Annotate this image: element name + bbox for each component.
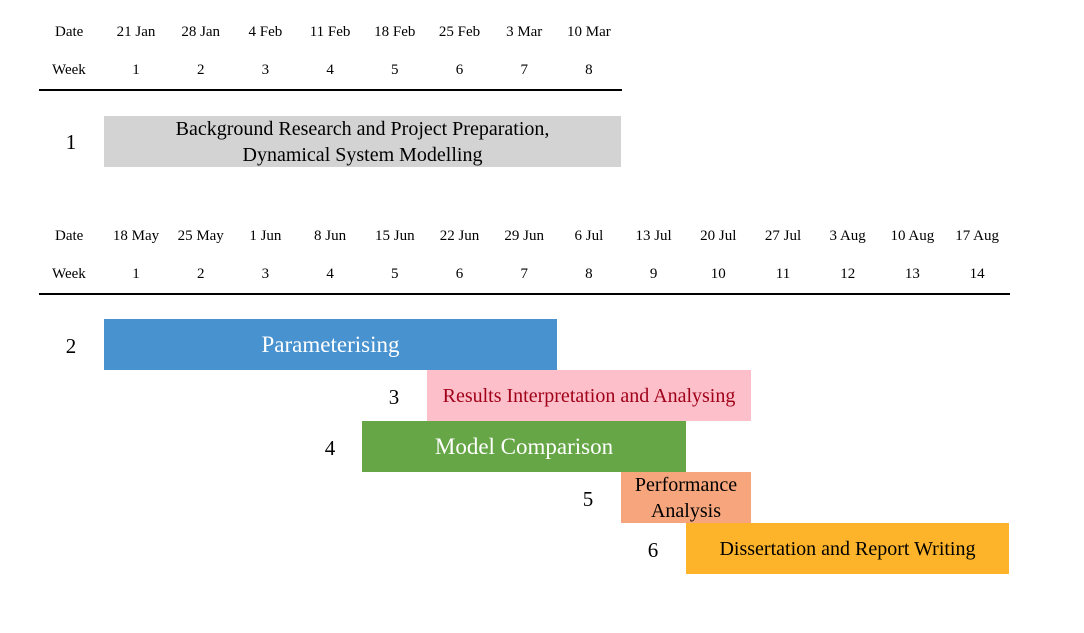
header-cell: 3 Mar xyxy=(506,24,543,40)
header-cell: 11 xyxy=(775,266,791,282)
header-cell: 8 xyxy=(585,266,593,282)
task-label-line: Background Research and Project Preparat… xyxy=(175,117,550,140)
header-cell: 8 xyxy=(585,62,593,78)
date-row-label: Date xyxy=(55,24,84,40)
header-cell: 20 Jul xyxy=(700,228,737,244)
header-cell: 21 Jan xyxy=(116,24,156,40)
task-label-line: Dissertation and Report Writing xyxy=(719,537,976,560)
week-row-label: Week xyxy=(52,266,86,282)
header-cell: 1 xyxy=(132,266,140,282)
header-cell: 13 Jul xyxy=(635,228,672,244)
task-label-line: Dynamical System Modelling xyxy=(242,143,483,166)
header-cell: 4 xyxy=(326,62,334,78)
header-cell: 22 Jun xyxy=(439,228,480,244)
week-row-label: Week xyxy=(52,62,86,78)
header-cell: 25 May xyxy=(177,228,224,244)
header-cell: 2 xyxy=(196,62,205,78)
header-cell: 7 xyxy=(520,62,528,78)
header-cell: 10 xyxy=(710,266,726,282)
header-cell: 3 Aug xyxy=(829,228,866,244)
task-label-line: Parameterising xyxy=(261,331,400,357)
header-cell: 28 Jan xyxy=(181,24,221,40)
header-cell: 15 Jun xyxy=(375,228,415,244)
header-cell: 7 xyxy=(520,266,528,282)
header-cell: 17 Aug xyxy=(955,228,999,244)
header-cell: 10 Mar xyxy=(567,24,611,40)
task-label: Results Interpretation and Analysing xyxy=(443,383,736,409)
header-divider xyxy=(39,293,1010,295)
task-bar-1: Background Research and Project Preparat… xyxy=(104,116,621,167)
task-bar-5: Performance Analysis xyxy=(621,472,751,523)
task-number: 6 xyxy=(647,538,659,562)
task-label-line: Results Interpretation and Analysing xyxy=(442,384,736,407)
header-cell: 1 Jun xyxy=(249,228,282,244)
task-bar-6: Dissertation and Report Writing xyxy=(686,523,1009,574)
task-label-line: Model Comparison xyxy=(434,433,614,459)
task-label: Parameterising xyxy=(262,332,400,358)
header-cell: 3 xyxy=(261,266,270,282)
header-cell: 11 Feb xyxy=(309,24,351,40)
header-cell: 6 Jul xyxy=(574,228,604,244)
task-number: 3 xyxy=(388,385,400,409)
task-label: Performance Analysis xyxy=(635,472,737,524)
task-number: 4 xyxy=(324,436,336,460)
header-cell: 6 xyxy=(455,266,464,282)
task-bar-2: Parameterising xyxy=(104,319,557,370)
header-cell: 12 xyxy=(840,266,856,282)
task-bar-4: Model Comparison xyxy=(362,421,686,472)
header-cell: 27 Jul xyxy=(764,228,802,244)
task-label: Dissertation and Report Writing xyxy=(719,536,975,562)
header-cell: 1 xyxy=(132,62,140,78)
task-label: Background Research and Project Preparat… xyxy=(176,116,550,168)
header-cell: 18 May xyxy=(112,228,160,244)
header-cell: 5 xyxy=(391,266,399,282)
task-label-line: Performance xyxy=(634,473,738,496)
task-number: 1 xyxy=(65,130,77,154)
header-cell: 4 xyxy=(326,266,334,282)
task-label: Model Comparison xyxy=(435,434,613,460)
header-divider xyxy=(39,89,622,91)
date-row-label: Date xyxy=(55,228,84,244)
header-cell: 13 xyxy=(904,266,920,282)
header-cell: 5 xyxy=(391,62,399,78)
header-cell: 29 Jun xyxy=(504,228,544,244)
task-number: 5 xyxy=(582,487,594,511)
task-label-line: Analysis xyxy=(650,499,721,522)
task-number: 2 xyxy=(65,334,77,358)
header-cell: 25 Feb xyxy=(438,24,481,40)
header-cell: 18 Feb xyxy=(374,24,416,40)
header-cell: 3 xyxy=(261,62,270,78)
header-cell: 8 Jun xyxy=(314,228,347,244)
header-cell: 9 xyxy=(649,266,658,282)
header-cell: 4 Feb xyxy=(248,24,283,40)
header-cell: 6 xyxy=(455,62,464,78)
header-cell: 10 Aug xyxy=(890,228,935,244)
task-bar-3: Results Interpretation and Analysing xyxy=(427,370,751,421)
header-cell: 2 xyxy=(196,266,205,282)
header-cell: 14 xyxy=(969,266,985,282)
